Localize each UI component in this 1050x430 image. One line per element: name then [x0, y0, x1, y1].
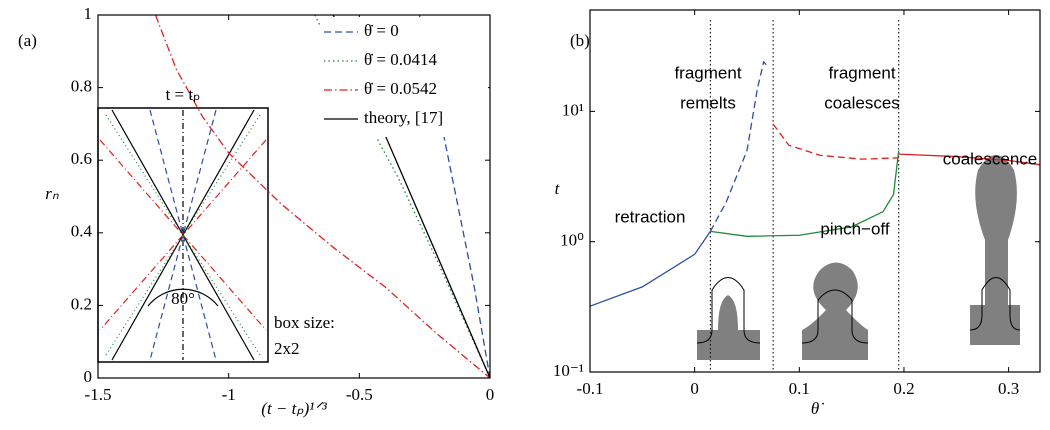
x-tick-label: 0.3	[998, 379, 1019, 398]
plot-frame	[589, 9, 1041, 373]
x-tick-label: 0.1	[789, 379, 810, 398]
annotation: pinch−off	[820, 219, 889, 238]
y-tick-label: 0.6	[71, 149, 92, 168]
y-tick-label: 0	[84, 367, 93, 386]
y-axis-label: rₙ	[45, 184, 59, 203]
droplet-outlines	[696, 277, 1021, 344]
x-tick-label: -0.5	[346, 385, 373, 404]
series-line	[589, 231, 711, 307]
annotation: 2x2	[274, 339, 300, 358]
y-tick-label: 0.8	[71, 77, 92, 96]
plot-frame	[97, 14, 491, 379]
legend-label: θ̇ = 0.0414	[364, 50, 437, 69]
y-tick-label: 0.2	[71, 294, 92, 313]
x-tick-label: 0.2	[893, 379, 914, 398]
annotation: remelts	[680, 93, 736, 112]
annotation: fragment	[828, 63, 895, 82]
legend-label: θ̇ = 0.0542	[364, 79, 437, 98]
panel-label: (a)	[18, 31, 37, 50]
inset	[97, 107, 269, 363]
annotation: coalescence	[943, 149, 1038, 168]
x-tick-label: -1	[222, 385, 236, 404]
x-tick-label: 0	[690, 379, 699, 398]
annotation: 80°	[171, 289, 195, 308]
legend-box	[320, 17, 488, 137]
annotation: coalesces	[824, 93, 900, 112]
series-line	[898, 153, 1041, 166]
series-line	[772, 123, 899, 160]
panel-label: (b)	[570, 31, 590, 50]
x-tick-label: 0	[486, 385, 495, 404]
annotation: box size:	[274, 313, 335, 332]
y-tick-label: 10⁰	[560, 231, 584, 250]
y-tick-label: 0.4	[71, 222, 93, 241]
annotation: t = tₚ	[166, 85, 201, 104]
y-tick-label: 10¹	[562, 100, 584, 119]
y-axis-label: t	[555, 179, 561, 198]
series-line	[710, 150, 900, 237]
legend-label: theory, [17]	[364, 108, 443, 127]
series-line	[154, 14, 491, 379]
x-tick-label: -0.1	[577, 379, 604, 398]
series-line	[709, 60, 769, 232]
x-axis-label: (t − tₚ)¹ᐟ³	[261, 399, 327, 418]
y-tick-label: 10⁻¹	[553, 361, 584, 380]
annotation: fragment	[674, 63, 741, 82]
annotation: retraction	[615, 207, 686, 226]
droplet-shapes	[697, 155, 1020, 360]
y-tick-label: 1	[84, 4, 93, 23]
x-axis-label: θ̇	[811, 399, 824, 418]
x-tick-label: -1.5	[85, 385, 112, 404]
legend-label: θ̇ = 0	[364, 21, 399, 40]
